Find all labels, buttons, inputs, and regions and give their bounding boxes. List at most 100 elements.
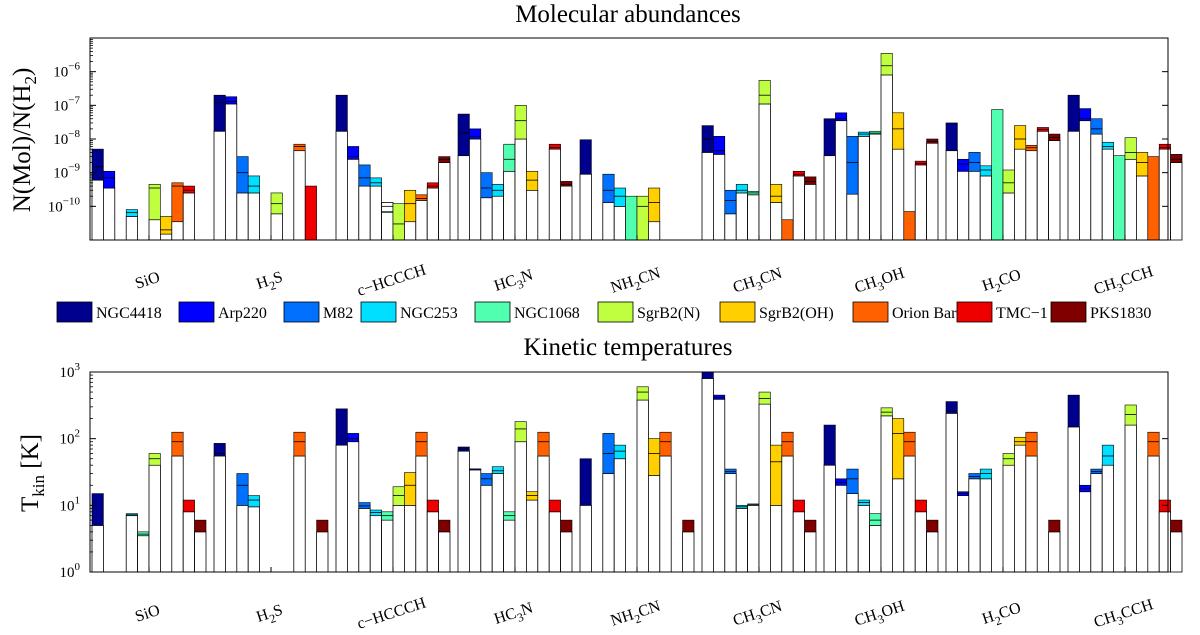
abund-bar-range <box>560 181 573 187</box>
legend-item-ngc1068: NGC1068 <box>474 301 580 323</box>
temp-bar-arp220 <box>1079 484 1092 573</box>
abund-bar-m82 <box>724 189 737 241</box>
abund-category-label: CH3OH <box>853 265 909 301</box>
abund-bar-arp220 <box>468 128 482 241</box>
temp-bar-m82 <box>968 473 981 573</box>
temp-bar-range <box>537 431 550 457</box>
category-label-part: CH <box>731 606 758 629</box>
legend-item-ngc4418: NGC4418 <box>56 301 162 323</box>
temp-bar-stem <box>648 475 661 573</box>
abund-bar-range <box>945 122 958 151</box>
temp-bar-ngc1068 <box>137 531 150 573</box>
temp-bar-stem <box>457 450 470 573</box>
temp-bar-pks1830 <box>1170 519 1183 573</box>
abund-bar-ngc253 <box>125 209 138 241</box>
legend-label: SgrB2(N) <box>637 305 700 322</box>
abund-bar-stem <box>403 221 417 241</box>
category-label-part: 3 <box>515 277 525 292</box>
temp-bar-sgrb2-n- <box>636 386 649 573</box>
temp-bar-range <box>823 424 836 466</box>
legend-swatch <box>283 301 320 323</box>
abund-bar-range <box>602 173 615 203</box>
abund-bar-stem <box>335 130 348 241</box>
category-label-part: N <box>519 599 536 619</box>
abund-bar-sgrb2-n- <box>758 80 771 241</box>
temp-bar-stem <box>182 511 195 573</box>
temp-bar-arp220 <box>835 478 848 573</box>
temp-bar-pks1830 <box>560 519 573 573</box>
abundance-y-axis-label: N(Mol)/N(H2) <box>9 68 40 213</box>
abund-bar-range <box>480 172 493 199</box>
temp-bar-range <box>194 519 207 533</box>
abund-bar-range <box>648 187 661 222</box>
temp-bar-pks1830 <box>682 519 695 573</box>
temp-category-label: CH3CN <box>731 598 786 634</box>
abund-bar-stem <box>1170 162 1183 241</box>
category-label-part: SiO <box>133 269 162 293</box>
abund-bar-range <box>1136 152 1149 177</box>
abund-bar-arp220 <box>103 170 116 241</box>
temp-bar-m82 <box>480 473 493 573</box>
abund-bar-range <box>991 109 1004 241</box>
abund-bar-stem <box>613 205 627 241</box>
temp-bar-stem <box>926 531 939 573</box>
temp-bar-range <box>491 466 504 474</box>
temp-bar-stem <box>438 531 451 573</box>
abund-bar-stem <box>526 189 539 241</box>
abund-bar-range <box>892 112 905 150</box>
temp-bar-tmc-1 <box>426 499 440 573</box>
abund-bar-stem <box>713 153 726 241</box>
legend-swatch <box>852 301 889 323</box>
legend-label: PKS1830 <box>1090 305 1151 322</box>
temp-bar-stem <box>1101 464 1114 573</box>
temp-bar-sgrb2-n- <box>1124 404 1137 573</box>
abund-bar-range <box>713 136 726 155</box>
abund-ytick-label: 10−10 <box>48 195 81 215</box>
abund-bar-range <box>804 176 817 185</box>
abund-bar-pks1830 <box>560 181 573 241</box>
temp-bar-stem <box>125 515 138 573</box>
temp-bar-range <box>392 486 405 506</box>
category-label-part: CH <box>1092 608 1119 631</box>
temp-bar-stem <box>880 415 893 573</box>
abund-bar-range <box>213 94 226 132</box>
abund-bar-ngc4418 <box>457 113 470 241</box>
category-label-part: 3 <box>754 278 764 293</box>
abund-bar-stem <box>560 185 573 241</box>
abund-bar-ngc4418 <box>91 148 104 241</box>
temp-bar-orion-bar <box>1147 431 1160 573</box>
abund-bar-pks1830 <box>1170 154 1183 241</box>
abund-bar-sgrb2-oh- <box>770 184 783 241</box>
temp-bar-stem <box>171 455 184 573</box>
temp-bar-stem <box>537 455 550 573</box>
abund-bar-m82 <box>480 172 493 241</box>
abund-category-label: HC3N <box>492 266 537 298</box>
abund-ytick-label: 10−9 <box>53 162 80 182</box>
temp-bar-stem <box>1002 464 1015 573</box>
abund-bar-ngc1068 <box>1113 155 1126 241</box>
abund-bar-stem <box>91 179 104 241</box>
tick-exponent: −6 <box>68 61 80 73</box>
legend-swatch <box>956 301 993 323</box>
abund-bar-range <box>735 184 748 194</box>
temp-bar-stem <box>1067 426 1080 573</box>
temp-bar-range <box>548 499 561 513</box>
tick-exponent: 2 <box>75 428 81 440</box>
abund-bar-ngc4418 <box>579 139 592 241</box>
temp-bar-range <box>1048 519 1061 533</box>
temp-bar-range <box>247 495 260 508</box>
tick-exponent: 0 <box>75 561 81 573</box>
temp-bar-orion-bar <box>781 431 794 573</box>
temp-bar-stem <box>480 484 493 573</box>
legend-label: NGC4418 <box>96 305 162 322</box>
abund-bar-ngc4418 <box>823 118 836 241</box>
temp-bar-stem <box>914 511 928 573</box>
temp-ytick-label: 100 <box>60 561 81 581</box>
temp-bar-range <box>613 444 626 460</box>
abund-bar-range <box>369 177 382 187</box>
temp-bar-stem <box>758 403 771 573</box>
abund-bar-stem <box>491 195 505 241</box>
abund-bar-ngc253 <box>735 184 749 241</box>
abund-bar-stem <box>724 213 737 241</box>
temp-bar-range <box>1067 394 1080 428</box>
